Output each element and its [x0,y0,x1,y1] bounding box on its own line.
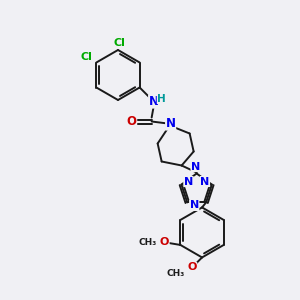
Text: O: O [188,262,197,272]
Text: O: O [160,237,169,247]
Text: CH₃: CH₃ [138,238,156,247]
Text: O: O [127,115,137,128]
Text: N: N [190,200,199,210]
Text: N: N [184,177,193,187]
Text: Cl: Cl [80,52,92,62]
Text: Cl: Cl [113,38,125,48]
Text: H: H [157,94,166,103]
Text: N: N [149,95,159,108]
Text: N: N [166,117,176,130]
Text: N: N [200,177,209,187]
Text: N: N [191,161,200,172]
Text: CH₃: CH₃ [167,269,185,278]
